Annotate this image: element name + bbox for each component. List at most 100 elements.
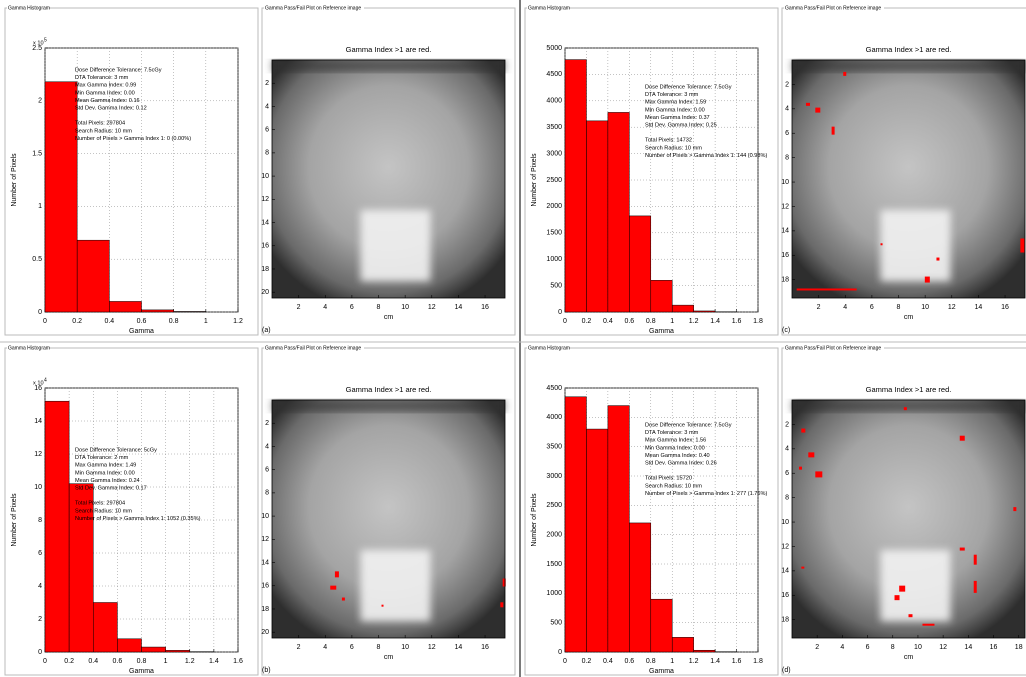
y-tick-label: 16 — [261, 583, 269, 590]
y-tick-label: 0 — [38, 309, 42, 316]
stat-line: Mean Gamma Index: 0.40 — [645, 453, 710, 459]
x-tick-label: 12 — [428, 644, 436, 651]
bar — [607, 112, 630, 313]
y-tick-label: 2.5 — [32, 45, 42, 52]
panel-label: (d) — [782, 667, 791, 674]
y-tick-label: 4 — [265, 103, 269, 110]
bar — [650, 598, 673, 653]
y-tick-label: 0 — [558, 649, 562, 656]
summary-line: Number of Pixels > Gamma Index 1: 144 (0… — [645, 153, 767, 159]
y-tick-label: 2 — [38, 616, 42, 623]
x-tick-label: 1.4 — [710, 658, 720, 665]
x-tick-label: 10 — [401, 304, 409, 311]
panel-title: Gamma Histogram — [8, 345, 50, 351]
panel-frame — [261, 347, 516, 676]
bar — [44, 400, 70, 653]
x-tick-label: 0.2 — [582, 318, 592, 325]
y-tick-label: 4500 — [546, 385, 562, 392]
panel-title-bg — [7, 345, 49, 351]
y-tick-label: 10 — [781, 179, 789, 186]
x-axis-label: Gamma — [129, 668, 154, 675]
x-tick-label: 1 — [670, 318, 674, 325]
panel-title: Gamma Histogram — [528, 5, 570, 11]
bar — [629, 215, 652, 313]
y-tick-label: 12 — [261, 196, 269, 203]
bar — [141, 309, 174, 313]
fail-pixels — [908, 614, 913, 618]
fail-pixels — [805, 102, 810, 106]
bar — [173, 311, 207, 313]
x-tick-label: 1.6 — [233, 658, 243, 665]
stat-line: Mean Gamma Index: 0.16 — [75, 98, 140, 104]
plot-area — [791, 59, 1026, 299]
panel-title: Gamma Pass/Fail Plot on Reference image — [265, 345, 361, 351]
x-tick-label: 8 — [377, 304, 381, 311]
stat-line: Std Dev. Gamma Index: 0.26 — [645, 460, 717, 466]
x-tick-label: 18 — [1015, 644, 1023, 651]
panel-frame — [4, 7, 259, 336]
stat-line: DTA Tolerance: 2 mm — [75, 455, 129, 461]
x-tick-label: 4 — [843, 304, 847, 311]
fail-pixels — [330, 585, 337, 590]
y-axis-label: Number of Pixels — [11, 493, 18, 547]
panel-label: (a) — [262, 327, 271, 334]
panel-title-bg — [784, 5, 884, 11]
stat-line: Max Gamma Index: 1.59 — [645, 100, 706, 106]
bar — [650, 280, 673, 313]
panel-label: (b) — [262, 667, 271, 674]
plot-area — [271, 399, 506, 639]
fail-pixels — [815, 471, 823, 478]
bar — [165, 650, 190, 653]
x-tick-label: 1 — [204, 318, 208, 325]
fail-pixels — [801, 428, 806, 433]
stat-line: Std Dev. Gamma Index: 0.17 — [75, 485, 147, 491]
plot-area — [791, 399, 1026, 639]
stat-line: DTA Tolerance: 3 mm — [75, 75, 129, 81]
x-tick-label: 6 — [870, 304, 874, 311]
y-tick-label: 4000 — [546, 98, 562, 105]
y-axis-label: Number of Pixels — [531, 493, 538, 547]
x-tick-label: 2 — [297, 304, 301, 311]
y-tick-label: 8 — [38, 517, 42, 524]
bar — [586, 120, 609, 313]
summary-line: Total Pixels: 297804 — [75, 121, 125, 127]
panel-title: Gamma Histogram — [528, 345, 570, 351]
x-axis-label: cm — [384, 654, 394, 661]
stat-line: Std Dev. Gamma Index: 0.25 — [645, 122, 717, 128]
x-tick-label: 16 — [481, 644, 489, 651]
fail-pixels — [936, 257, 940, 261]
stat-line: Std Dev. Gamma Index: 0.12 — [75, 105, 147, 111]
x-tick-label: 1.6 — [732, 318, 742, 325]
x-tick-label: 0.2 — [64, 658, 74, 665]
fail-pixels — [798, 466, 802, 470]
y-tick-label: 10 — [261, 513, 269, 520]
bar — [44, 81, 78, 313]
panel-label: (c) — [782, 327, 790, 334]
x-tick-label: 6 — [350, 304, 354, 311]
x-tick-label: 14 — [455, 304, 463, 311]
x-tick-label: 6 — [350, 644, 354, 651]
x-tick-label: 12 — [948, 304, 956, 311]
y-tick-label: 16 — [781, 592, 789, 599]
y-tick-label: 6 — [265, 467, 269, 474]
stat-line: Min Gamma Index: 0.00 — [645, 445, 705, 451]
fail-pixels — [903, 407, 907, 411]
x-tick-label: 4 — [323, 304, 327, 311]
summary-line: Total Pixels: 15720 — [645, 476, 692, 482]
panel-title-bg — [264, 345, 364, 351]
y-tick-label: 2 — [785, 81, 789, 88]
bar — [607, 405, 630, 653]
x-tick-label: 0.8 — [646, 318, 656, 325]
x-tick-label: 0.4 — [88, 658, 98, 665]
y-tick-label: 4 — [265, 443, 269, 450]
panel-frame — [524, 7, 779, 336]
y-tick-label: 10 — [34, 484, 42, 491]
y-tick-label: 10 — [781, 519, 789, 526]
x-tick-label: 10 — [914, 644, 922, 651]
fail-pixels — [843, 71, 847, 76]
y-tick-label: 18 — [261, 606, 269, 613]
x-tick-label: 1.6 — [732, 658, 742, 665]
x-tick-label: 1 — [670, 658, 674, 665]
bar — [671, 304, 694, 313]
bar — [586, 428, 609, 653]
